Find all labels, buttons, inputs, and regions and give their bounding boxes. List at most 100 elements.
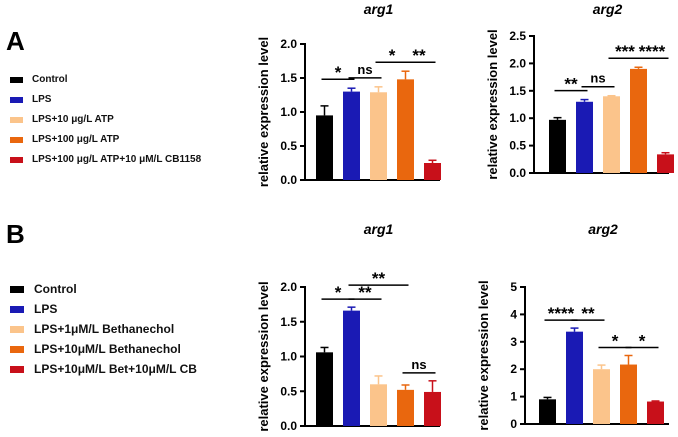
legend-swatch (10, 346, 24, 353)
y-tick-label: 1.0 (280, 350, 297, 364)
legend-label: LPS+10μM/L Bethanechol (34, 342, 181, 356)
legend-label: LPS+10 μg/L ATP (32, 114, 114, 125)
legend-label: LPS+1μM/L Bethanechol (34, 322, 175, 336)
significance-label: * (389, 46, 396, 65)
legend-panel-b: Control LPS LPS+1μM/L Bethanechol LPS+10… (10, 279, 197, 379)
significance-label: ns (590, 71, 605, 86)
legend-panel-a: Control LPS LPS+10 μg/L ATP LPS+100 μg/L… (10, 70, 201, 170)
y-tick-label: 1.5 (280, 71, 297, 85)
bar (316, 115, 333, 180)
legend-label: LPS+100 μg/L ATP (32, 134, 120, 145)
legend-item: LPS (10, 90, 201, 110)
y-tick-label: 2.0 (280, 280, 297, 294)
bar (539, 399, 556, 424)
panel-label-a: A (6, 26, 25, 56)
significance-label: ** (372, 269, 386, 288)
bar (549, 119, 566, 173)
chart-a-arg1: arg1 relative expression level 0.0 0.5 1.0 1.… (256, 1, 441, 187)
significance-label: ** (412, 46, 426, 65)
bar (566, 331, 583, 424)
legend-label: LPS (32, 94, 52, 105)
y-tick-label: 1.5 (509, 84, 526, 98)
y-tick-label: 0.5 (509, 139, 526, 153)
legend-swatch (10, 326, 24, 333)
legend-label: Control (32, 74, 68, 85)
significance-label: * (335, 63, 342, 82)
y-tick-label: 3 (510, 335, 517, 349)
bar (397, 79, 414, 180)
panel-label-b: B (6, 219, 25, 249)
y-tick-label: 2.0 (280, 37, 297, 51)
legend-swatch (10, 306, 24, 313)
legend-swatch (10, 97, 23, 103)
significance-label: * (335, 283, 342, 302)
legend-item: LPS+10 μg/L ATP (10, 110, 201, 130)
y-tick-label: 1.0 (280, 105, 297, 119)
legend-item: Control (10, 70, 201, 90)
bar (424, 163, 441, 180)
y-tick-label: 1 (510, 390, 517, 404)
bar (397, 389, 414, 426)
chart-title: arg1 (364, 221, 394, 237)
y-axis-label: relative expression level (256, 281, 271, 431)
significance-label: ** (564, 75, 578, 94)
y-tick-label: 0 (510, 417, 517, 431)
y-tick-label: 5 (510, 280, 517, 294)
y-tick-label: 2.5 (509, 29, 526, 43)
y-tick-label: 0.0 (509, 166, 526, 180)
legend-item: LPS+100 μg/L ATP+10 μM/L CB1158 (10, 150, 201, 170)
y-tick-label: 0.0 (280, 419, 297, 433)
legend-swatch (10, 286, 24, 293)
legend-swatch (10, 117, 23, 123)
y-tick-label: 2 (510, 362, 517, 376)
chart-title: arg2 (593, 1, 623, 17)
bar (370, 92, 387, 180)
legend-label: LPS+100 μg/L ATP+10 μM/L CB1158 (32, 154, 202, 165)
bar (603, 96, 620, 173)
y-axis-label: relative expression level (256, 37, 271, 187)
bar (343, 310, 360, 426)
bar (593, 369, 610, 424)
legend-item: LPS+100 μg/L ATP (10, 130, 201, 150)
legend-swatch (10, 157, 23, 163)
y-axis-label: relative expression level (476, 280, 491, 430)
legend-swatch (10, 137, 23, 143)
legend-label: LPS+10μM/L Bet+10μM/L CB (34, 362, 197, 376)
chart-title: arg2 (588, 221, 618, 237)
y-tick-label: 1.5 (280, 315, 297, 329)
legend-swatch (10, 366, 24, 373)
significance-label: ** (358, 283, 372, 302)
legend-swatch (10, 77, 23, 83)
legend-label: Control (34, 282, 77, 296)
y-tick-label: 1.0 (509, 111, 526, 125)
chart-b-arg1: arg1 relative expression level 0.0 0.5 1.0 1.… (256, 221, 441, 433)
y-tick-label: 2.0 (509, 56, 526, 70)
chart-title: arg1 (364, 1, 394, 17)
y-axis-label: relative expression level (485, 29, 500, 179)
legend-item: LPS+10μM/L Bet+10μM/L CB (10, 359, 197, 379)
y-tick-label: 0.5 (280, 384, 297, 398)
significance-label: ns (357, 62, 372, 77)
y-tick-label: 0.0 (280, 173, 297, 187)
bar (343, 91, 360, 180)
bar (370, 384, 387, 426)
legend-item: LPS (10, 299, 197, 319)
legend-item: LPS+10μM/L Bethanechol (10, 339, 197, 359)
y-tick-label: 0.5 (280, 139, 297, 153)
significance-label: ns (411, 357, 426, 372)
chart-a-arg2: arg2 relative expression level 0.0 0.5 1.0 1.… (485, 1, 674, 180)
bar (424, 391, 441, 426)
significance-label: *** (615, 42, 635, 61)
legend-item: LPS+1μM/L Bethanechol (10, 319, 197, 339)
significance-label: **** (548, 304, 575, 323)
legend-item: Control (10, 279, 197, 299)
bar (657, 154, 674, 173)
bar (576, 101, 593, 173)
significance-label: ** (581, 304, 595, 323)
bar (630, 68, 647, 173)
significance-label: * (612, 332, 619, 351)
bar (316, 352, 333, 426)
y-tick-label: 4 (510, 307, 517, 321)
bar (647, 401, 664, 424)
